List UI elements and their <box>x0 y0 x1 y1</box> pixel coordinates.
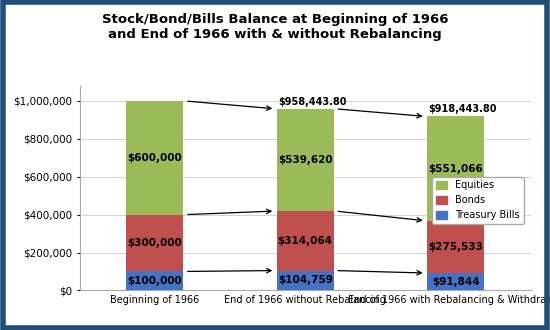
Text: $539,620: $539,620 <box>278 155 333 165</box>
Text: $551,066: $551,066 <box>428 164 483 174</box>
Bar <box>126 272 184 290</box>
Text: $300,000: $300,000 <box>128 238 182 248</box>
Bar <box>277 109 334 211</box>
Text: $100,000: $100,000 <box>128 276 182 286</box>
Text: $600,000: $600,000 <box>128 153 182 163</box>
Bar <box>427 273 484 290</box>
Text: $918,443.80: $918,443.80 <box>428 104 497 114</box>
Text: $958,443.80: $958,443.80 <box>278 97 346 107</box>
Bar <box>427 221 484 273</box>
Text: $91,844: $91,844 <box>432 277 480 287</box>
Text: $104,759: $104,759 <box>278 276 333 285</box>
Bar <box>126 101 184 214</box>
Legend: Equities, Bonds, Treasury Bills: Equities, Bonds, Treasury Bills <box>432 177 524 224</box>
Text: $275,533: $275,533 <box>428 242 483 252</box>
Bar <box>126 214 184 272</box>
Text: $314,064: $314,064 <box>278 236 333 246</box>
Bar <box>427 116 484 221</box>
Bar <box>277 211 334 271</box>
Bar <box>277 271 334 290</box>
Text: Stock/Bond/Bills Balance at Beginning of 1966
and End of 1966 with & without Reb: Stock/Bond/Bills Balance at Beginning of… <box>102 13 448 41</box>
